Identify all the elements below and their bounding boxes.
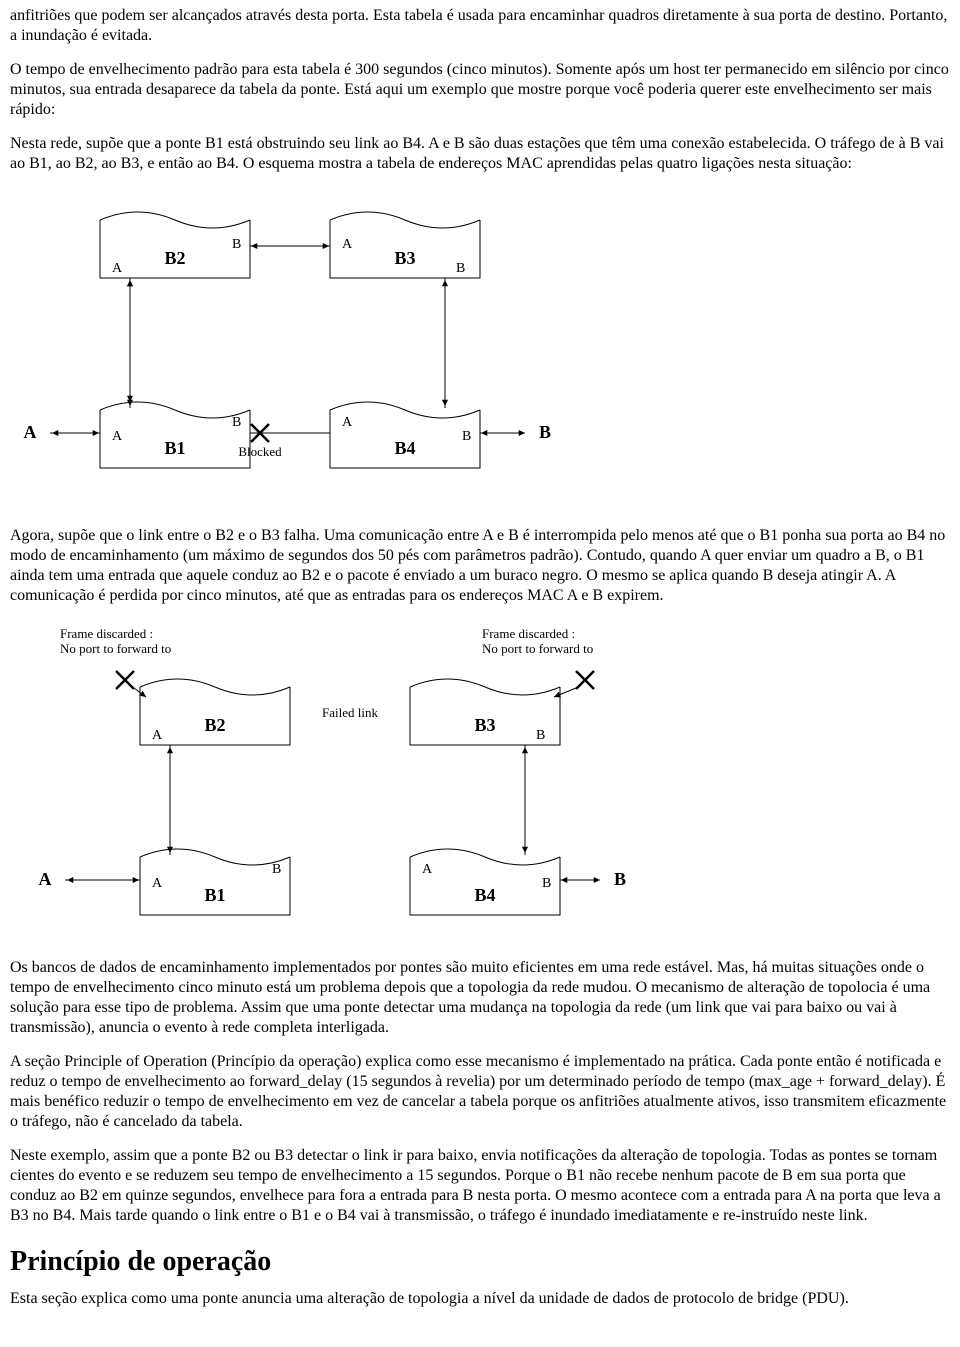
paragraph: O tempo de envelhecimento padrão para es…: [10, 60, 950, 120]
svg-text:Failed link: Failed link: [322, 705, 378, 720]
svg-text:B4: B4: [474, 885, 495, 905]
svg-text:B: B: [462, 429, 471, 444]
network-diagram-2: B2B3B1B4Frame discarded :No port to forw…: [10, 620, 950, 930]
svg-text:B: B: [232, 415, 241, 430]
svg-text:A: A: [152, 876, 163, 891]
svg-text:A: A: [39, 869, 52, 889]
svg-text:B: B: [456, 261, 465, 276]
svg-text:B4: B4: [394, 438, 415, 458]
section-heading: Princípio de operação: [10, 1244, 950, 1279]
svg-text:B1: B1: [204, 885, 225, 905]
svg-text:B: B: [272, 862, 281, 877]
svg-text:B: B: [542, 876, 551, 891]
network-diagram-1: B2 B3 B1 B4 B A A B B A A B A B Blocked: [10, 188, 950, 498]
svg-text:B3: B3: [394, 248, 415, 268]
paragraph: Nesta rede, supõe que a ponte B1 está ob…: [10, 134, 950, 174]
svg-text:No port to forward to: No port to forward to: [60, 641, 171, 656]
svg-text:A: A: [342, 237, 353, 252]
svg-text:A: A: [422, 862, 433, 877]
svg-text:B1: B1: [164, 438, 185, 458]
svg-text:Frame discarded :: Frame discarded :: [482, 626, 575, 641]
svg-text:B: B: [536, 728, 545, 743]
paragraph: A seção Principle of Operation (Princípi…: [10, 1052, 950, 1132]
paragraph: Os bancos de dados de encaminhamento imp…: [10, 958, 950, 1038]
svg-text:B3: B3: [474, 715, 495, 735]
svg-text:A: A: [24, 422, 37, 442]
svg-text:A: A: [112, 429, 123, 444]
svg-text:B: B: [232, 237, 241, 252]
paragraph: anfitriões que podem ser alcançados atra…: [10, 6, 950, 46]
svg-text:A: A: [342, 415, 353, 430]
svg-text:A: A: [152, 728, 163, 743]
svg-text:A: A: [112, 261, 123, 276]
svg-text:B: B: [614, 869, 626, 889]
svg-text:B2: B2: [164, 248, 185, 268]
svg-text:B2: B2: [204, 715, 225, 735]
svg-text:No port to forward to: No port to forward to: [482, 641, 593, 656]
paragraph: Neste exemplo, assim que a ponte B2 ou B…: [10, 1146, 950, 1226]
svg-text:Blocked: Blocked: [238, 444, 282, 459]
svg-text:Frame discarded :: Frame discarded :: [60, 626, 153, 641]
paragraph: Agora, supõe que o link entre o B2 e o B…: [10, 526, 950, 606]
svg-text:B: B: [539, 422, 551, 442]
paragraph: Esta seção explica como uma ponte anunci…: [10, 1289, 950, 1309]
